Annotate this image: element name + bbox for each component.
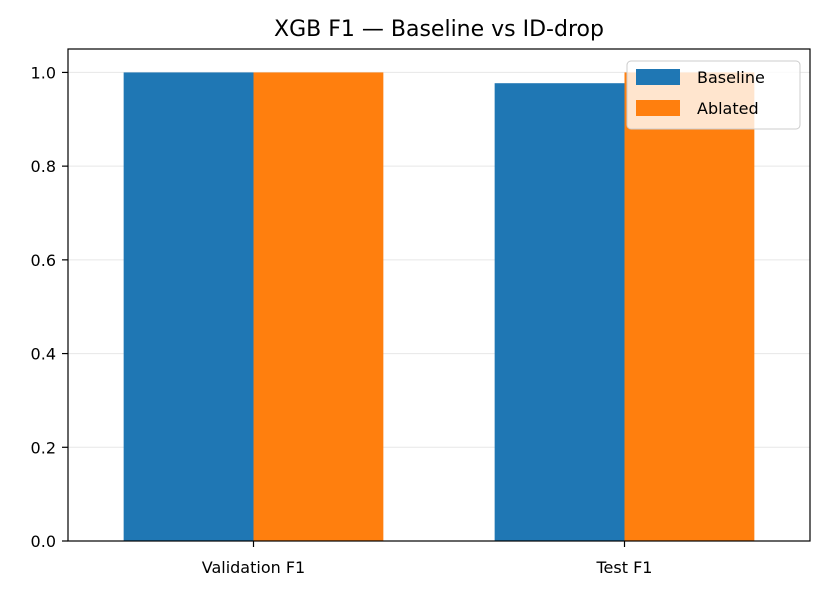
x-tick-label: Validation F1 <box>202 558 305 577</box>
y-tick-label: 0.8 <box>31 157 56 176</box>
y-tick-label: 0.4 <box>31 345 56 364</box>
bar-ablated-1 <box>624 72 755 541</box>
y-tick-label: 1.0 <box>31 63 56 82</box>
legend-label-ablated: Ablated <box>697 99 759 118</box>
bar-baseline-0 <box>123 72 254 541</box>
legend-label-baseline: Baseline <box>697 68 765 87</box>
x-tick-label: Test F1 <box>596 558 653 577</box>
bar-ablated-0 <box>253 72 384 541</box>
legend-swatch-ablated <box>636 100 680 116</box>
bars <box>123 72 755 541</box>
y-axis-ticks: 0.0 0.2 0.4 0.6 0.8 1.0 <box>31 63 68 551</box>
y-tick-label: 0.6 <box>31 251 56 270</box>
legend: Baseline Ablated <box>626 60 801 130</box>
y-tick-label: 0.2 <box>31 438 56 457</box>
bar-baseline-1 <box>494 83 625 541</box>
legend-swatch-baseline <box>636 69 680 85</box>
plot-frame <box>67 48 811 542</box>
y-tick-label: 0.0 <box>31 532 56 551</box>
x-axis-ticks: Validation F1 Test F1 <box>202 541 653 577</box>
chart-title: XGB F1 — Baseline vs ID-drop <box>274 17 604 42</box>
